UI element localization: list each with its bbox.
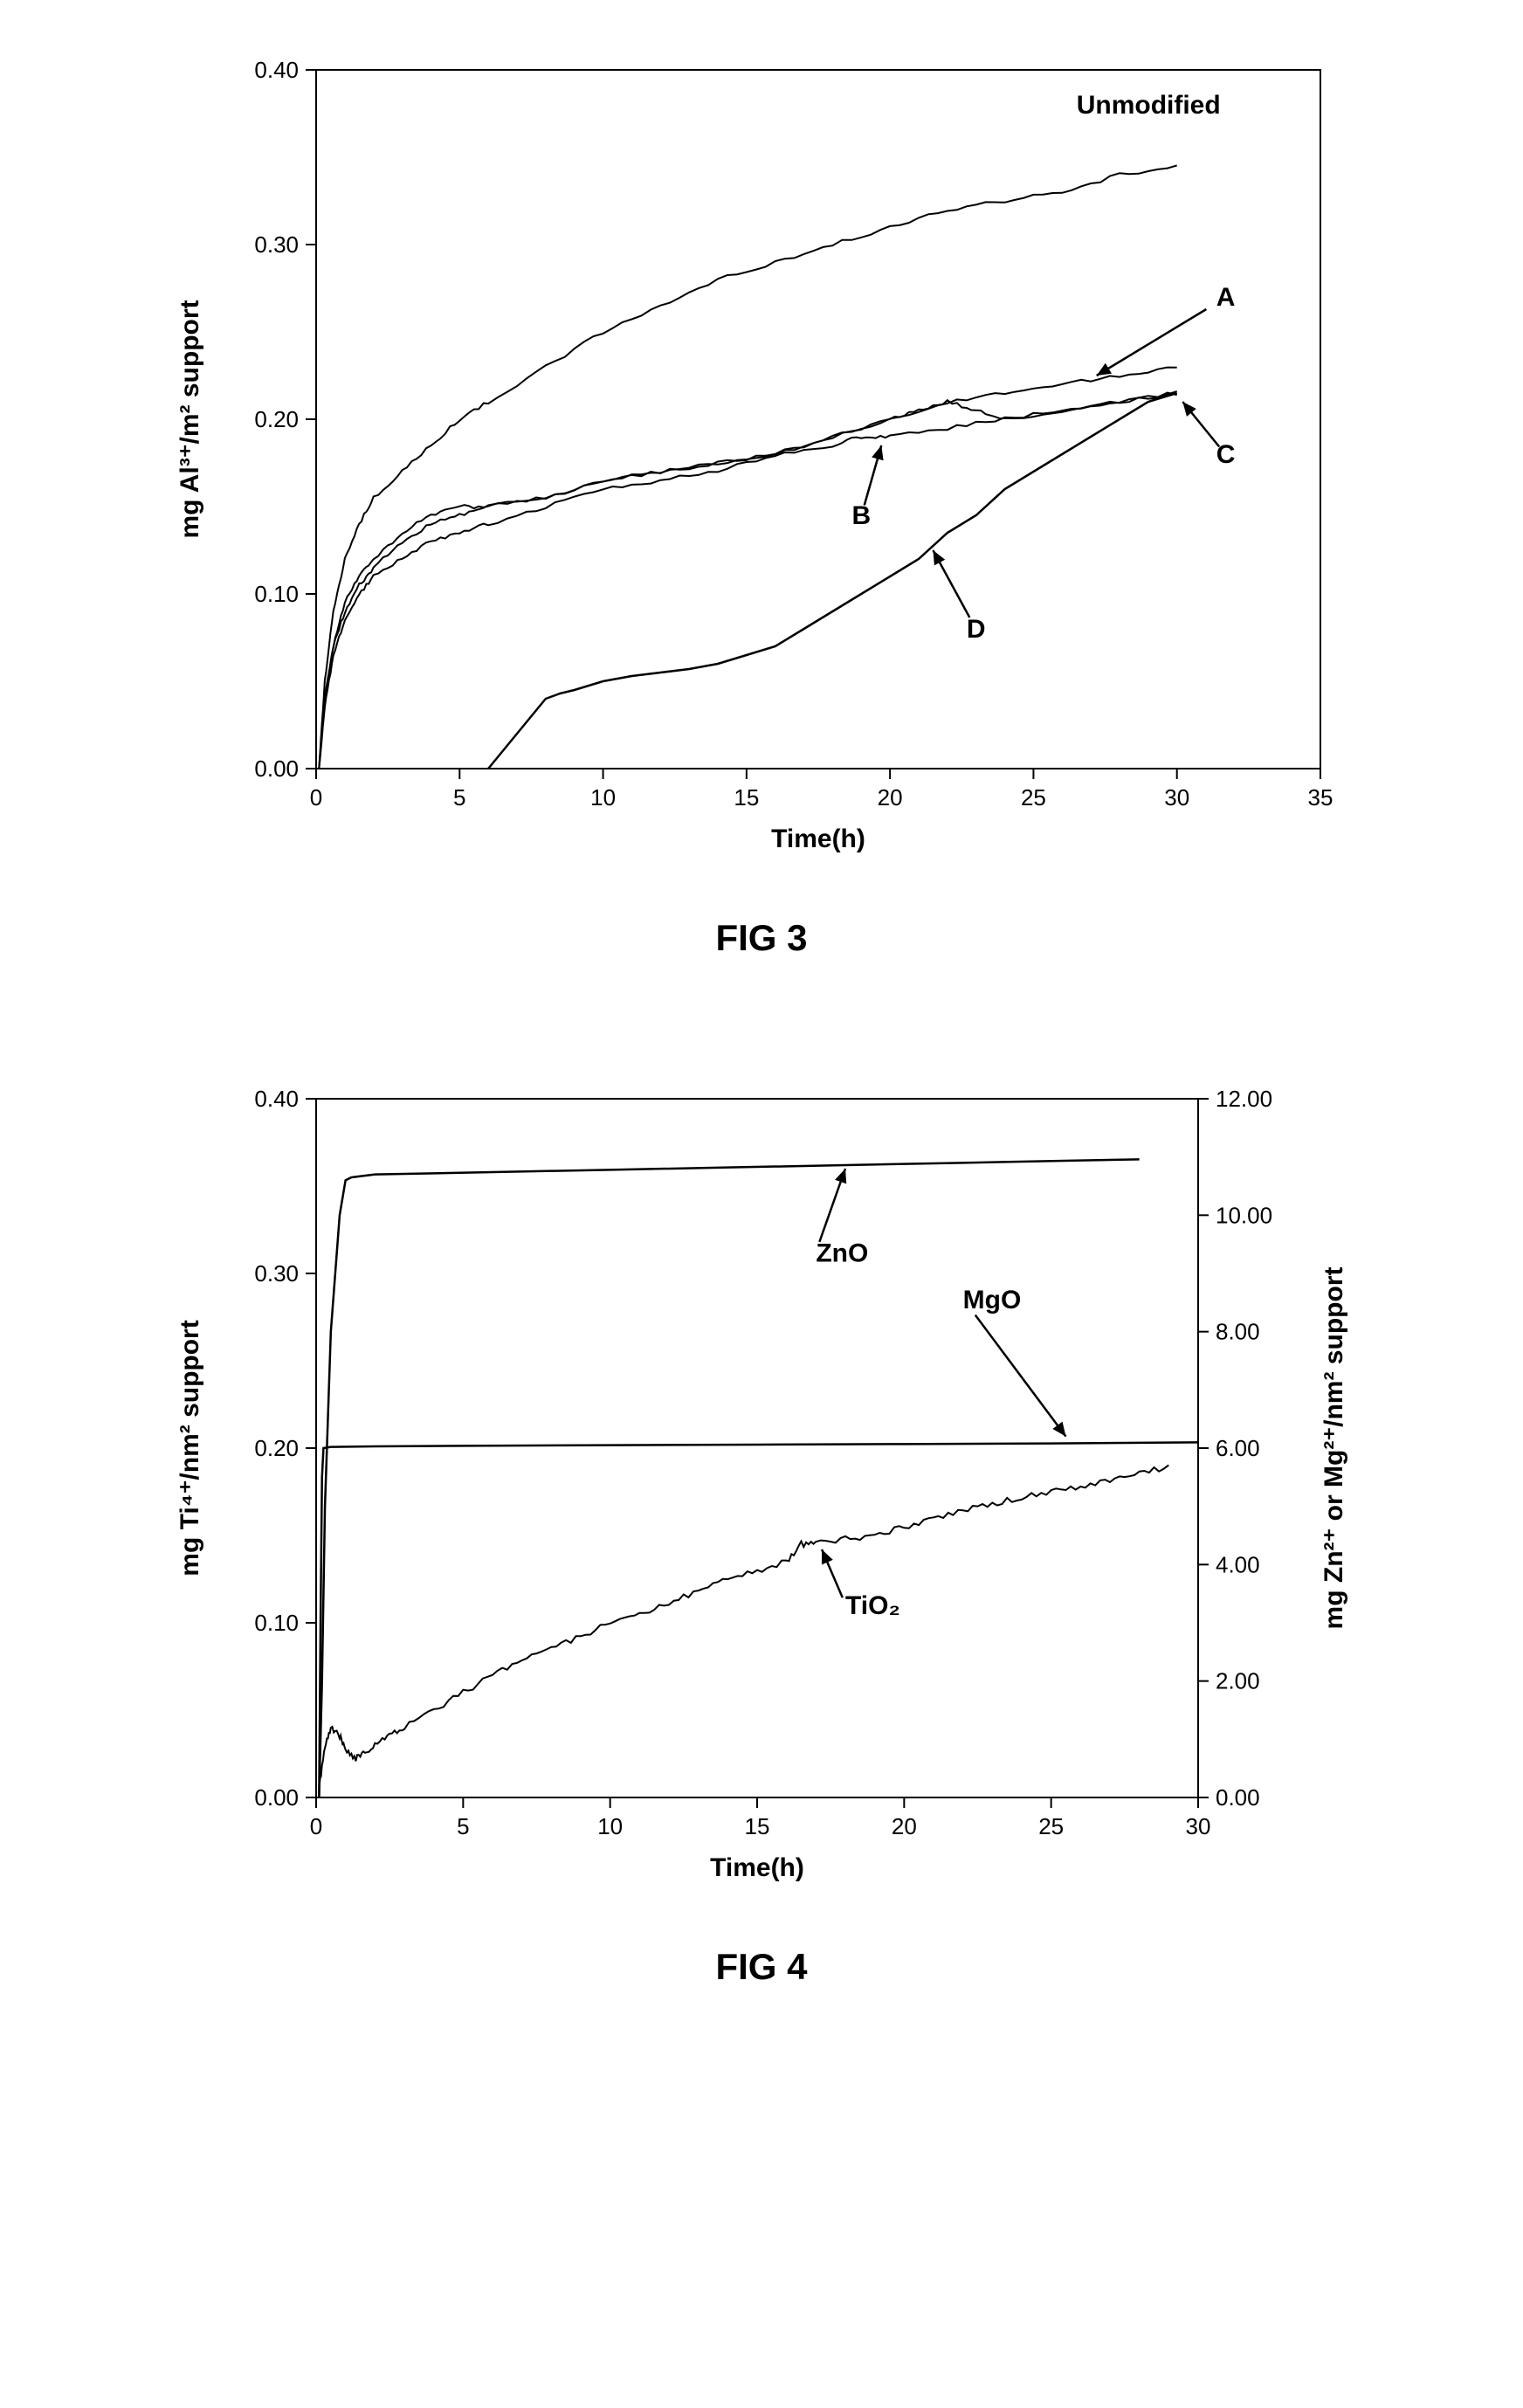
svg-text:10: 10 — [597, 1813, 623, 1839]
svg-text:0.40: 0.40 — [254, 57, 299, 83]
svg-text:0.00: 0.00 — [254, 756, 299, 782]
fig4-caption: FIG 4 — [150, 1946, 1373, 1988]
svg-text:5: 5 — [457, 1813, 469, 1839]
svg-text:10: 10 — [590, 784, 616, 811]
fig4-block: 0510152025300.000.100.200.300.400.002.00… — [150, 1064, 1373, 1988]
svg-text:5: 5 — [453, 784, 465, 811]
svg-text:TiO₂: TiO₂ — [845, 1591, 900, 1620]
fig3-block: 0 5 10 15 20 25 30 35 0.00 0.10 0.20 0.30 0.40 Time(h… — [150, 35, 1373, 959]
svg-text:0: 0 — [310, 784, 322, 811]
svg-text:15: 15 — [745, 1813, 770, 1839]
svg-text:35: 35 — [1308, 784, 1333, 811]
svg-text:10.00: 10.00 — [1216, 1202, 1272, 1228]
svg-text:2.00: 2.00 — [1216, 1668, 1260, 1694]
svg-text:mg Ti⁴⁺/nm² support: mg Ti⁴⁺/nm² support — [176, 1320, 204, 1576]
svg-text:25: 25 — [1021, 784, 1046, 811]
svg-text:0.00: 0.00 — [1216, 1784, 1260, 1811]
svg-text:25: 25 — [1038, 1813, 1064, 1839]
svg-text:0.30: 0.30 — [254, 231, 299, 258]
svg-text:30: 30 — [1164, 784, 1189, 811]
svg-text:MgO: MgO — [963, 1286, 1022, 1314]
svg-text:0.10: 0.10 — [254, 1610, 299, 1636]
svg-text:mg Zn²⁺ or Mg²⁺/nm² support: mg Zn²⁺ or Mg²⁺/nm² support — [1320, 1267, 1348, 1630]
svg-text:8.00: 8.00 — [1216, 1319, 1260, 1345]
svg-text:mg Al³⁺/m² support: mg Al³⁺/m² support — [176, 300, 204, 538]
fig3-chart: 0 5 10 15 20 25 30 35 0.00 0.10 0.20 0.30 0.40 Time(h… — [150, 35, 1373, 865]
svg-text:4.00: 4.00 — [1216, 1551, 1260, 1577]
svg-text:0.20: 0.20 — [254, 1435, 299, 1461]
svg-text:12.00: 12.00 — [1216, 1086, 1272, 1112]
svg-text:0.20: 0.20 — [254, 406, 299, 432]
svg-text:C: C — [1216, 440, 1236, 469]
svg-text:Unmodified: Unmodified — [1077, 91, 1221, 120]
fig4-chart: 0510152025300.000.100.200.300.400.002.00… — [150, 1064, 1373, 1894]
svg-text:0.00: 0.00 — [254, 1784, 299, 1811]
svg-text:0.10: 0.10 — [254, 581, 299, 607]
svg-text:30: 30 — [1186, 1813, 1211, 1839]
svg-text:A: A — [1216, 283, 1236, 312]
svg-text:20: 20 — [892, 1813, 917, 1839]
svg-text:0.40: 0.40 — [254, 1086, 299, 1112]
svg-text:15: 15 — [734, 784, 759, 811]
svg-text:D: D — [967, 615, 986, 644]
page: 0 5 10 15 20 25 30 35 0.00 0.10 0.20 0.30 0.40 Time(h… — [0, 0, 1523, 2163]
svg-text:ZnO: ZnO — [816, 1239, 868, 1268]
svg-text:Time(h): Time(h) — [710, 1853, 804, 1882]
svg-text:0: 0 — [310, 1813, 322, 1839]
svg-text:6.00: 6.00 — [1216, 1435, 1260, 1461]
fig3-caption: FIG 3 — [150, 917, 1373, 959]
svg-text:20: 20 — [878, 784, 903, 811]
svg-text:Time(h): Time(h) — [771, 825, 865, 853]
svg-text:0.30: 0.30 — [254, 1260, 299, 1287]
svg-text:B: B — [851, 501, 871, 530]
